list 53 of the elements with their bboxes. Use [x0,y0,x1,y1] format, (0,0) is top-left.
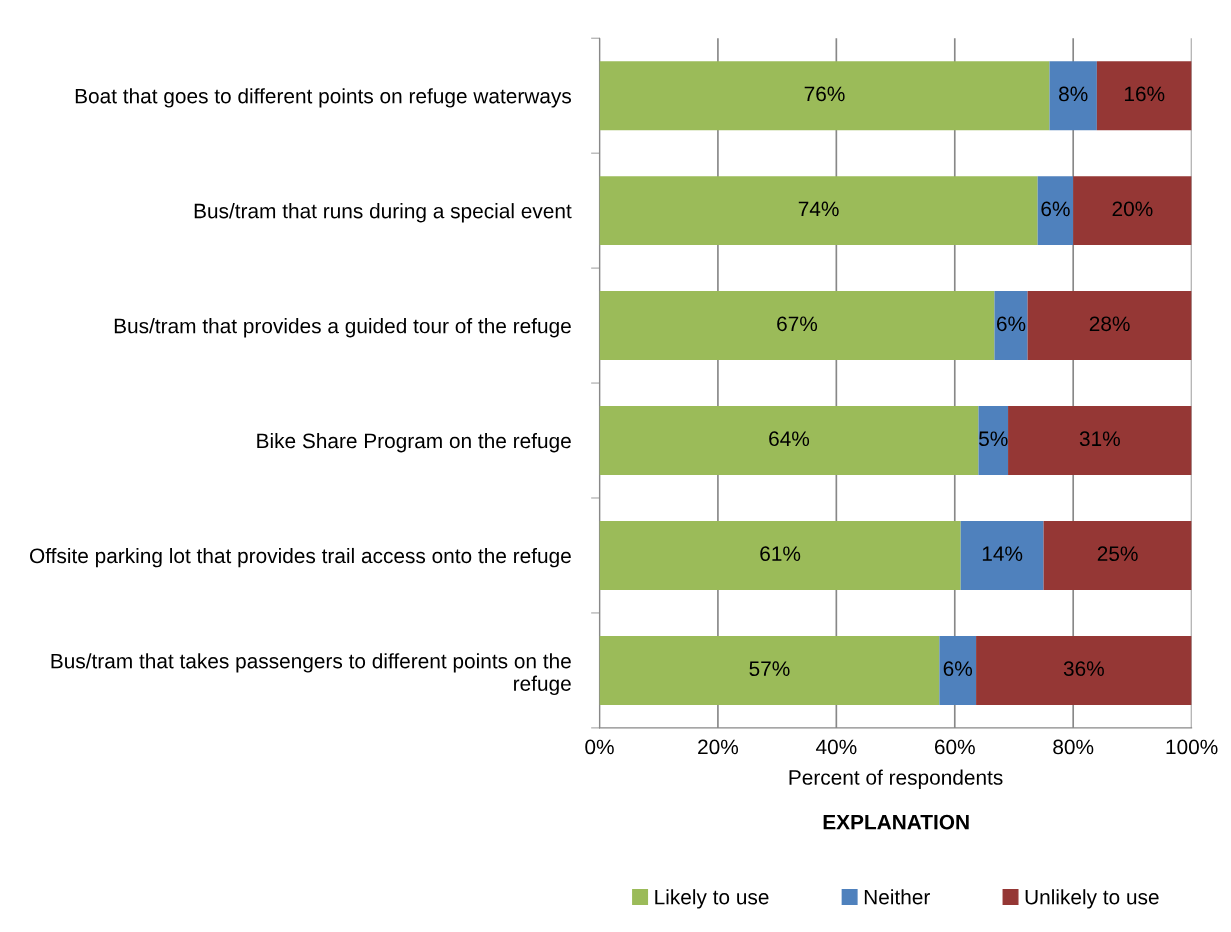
data-label: 64% [769,431,810,447]
data-label: 61% [760,546,801,562]
bar [978,406,1009,476]
data-label: 31% [1079,431,1120,447]
data-label: 25% [1097,546,1138,562]
data-label: 6% [997,316,1026,332]
x-tick-label: 20% [698,739,739,755]
y-tick-label: Bus/tram that provides a guided tour of the refuge [114,318,571,338]
data-label: 36% [1063,661,1104,677]
bar [599,406,979,476]
y-tick-label: Bike Share Program on the refuge [257,432,571,453]
x-tick-label: 0% [585,739,614,755]
bar [599,61,1050,131]
legend-label: Neither [864,889,930,905]
data-label: 14% [982,546,1023,561]
bar [1043,520,1192,590]
data-label: 20% [1112,201,1153,217]
y-tick-label: Boat that goes to different points on refuge waterways [75,88,571,108]
data-label: 16% [1124,86,1165,102]
legend-title: EXPLANATION [823,814,969,830]
y-tick-label: Bus/tram that runs during a special event [194,203,572,223]
x-tick-label: 60% [934,739,975,755]
x-tick-label: 100% [1166,739,1218,755]
data-label: 28% [1089,316,1130,332]
bar [1008,406,1192,476]
bar [994,291,1028,361]
data-label: 76% [804,86,845,102]
y-tick-label: Bus/tram that takes passengers to different points on the refuge [51,653,571,696]
data-label: 8% [1059,86,1088,102]
x-tick-label: 80% [1053,739,1094,755]
bar [939,635,977,705]
bar [960,520,1044,590]
data-label: 5% [979,431,1008,447]
data-label: 6% [1041,201,1070,217]
bar [1037,176,1074,246]
bar [976,635,1192,705]
legend-label: Unlikely to use [1025,889,1159,909]
x-axis-title: Percent of respondents [789,769,1003,789]
data-label: 74% [798,201,839,217]
bar [599,291,995,361]
data-label: 6% [943,661,973,677]
y-tick-label: Offsite parking lot that provides trail access onto the refuge [30,547,571,568]
bar [599,520,961,590]
bar [1027,291,1192,361]
bar [1096,61,1192,131]
bar [599,176,1038,246]
x-tick-label: 40% [815,739,857,755]
data-label: 67% [777,316,818,332]
legend-label: Likely to use [655,889,769,909]
data-label: 57% [749,661,790,677]
bar [1049,61,1097,131]
bar [599,635,940,705]
bar [1073,176,1192,246]
